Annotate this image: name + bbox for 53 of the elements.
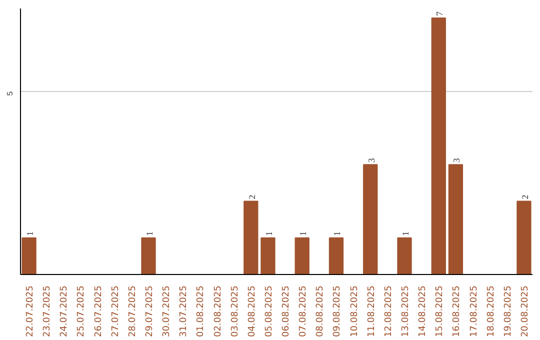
data-label: 7 xyxy=(434,11,445,16)
data-label: 1 xyxy=(332,231,342,236)
x-tick-label: 18.08.2025 xyxy=(486,286,496,338)
data-label: 2 xyxy=(520,194,530,200)
bar xyxy=(516,200,532,274)
bar xyxy=(363,164,378,274)
bar xyxy=(448,164,464,274)
x-tick-label: 11.08.2025 xyxy=(366,286,377,338)
bar xyxy=(397,237,412,274)
x-tick-label: 26.07.2025 xyxy=(94,286,104,338)
x-tick-label: 31.07.2025 xyxy=(179,286,190,338)
data-label: 3 xyxy=(452,158,462,163)
bar xyxy=(244,200,258,274)
x-tick-label: 15.08.2025 xyxy=(435,286,446,338)
x-tick-label: 04.08.2025 xyxy=(247,286,258,338)
x-tick-label: 05.08.2025 xyxy=(264,286,274,338)
x-tick-label: 07.08.2025 xyxy=(298,286,309,338)
x-tick-label: 10.08.2025 xyxy=(350,286,360,338)
bar xyxy=(294,237,310,274)
x-tick-label: 09.08.2025 xyxy=(332,286,343,338)
data-label: 1 xyxy=(144,231,154,236)
x-tick-label: 02.08.2025 xyxy=(213,286,224,338)
x-tick-label: 13.08.2025 xyxy=(401,286,411,338)
x-tick-label: 03.08.2025 xyxy=(230,286,240,338)
bar xyxy=(431,18,446,274)
data-label: 1 xyxy=(400,231,410,236)
x-tick-label: 16.08.2025 xyxy=(452,286,462,338)
x-tick-label: 17.08.2025 xyxy=(469,286,480,338)
data-label: 2 xyxy=(246,194,257,200)
data-label: 1 xyxy=(298,231,308,236)
data-label: 1 xyxy=(25,231,36,236)
x-tick-label: 30.07.2025 xyxy=(162,286,172,338)
bar xyxy=(141,237,156,274)
data-label: 1 xyxy=(264,231,274,236)
x-tick-label: 19.08.2025 xyxy=(503,286,514,338)
x-tick-label: 06.08.2025 xyxy=(282,286,292,338)
x-tick-label: 28.07.2025 xyxy=(128,286,138,338)
bar xyxy=(22,237,36,274)
x-tick-label: 29.07.2025 xyxy=(145,286,155,338)
x-tick-label: 14.08.2025 xyxy=(418,286,428,338)
x-tick-label: 08.08.2025 xyxy=(316,286,326,338)
bar xyxy=(328,237,344,274)
x-tick-label: 27.07.2025 xyxy=(110,286,121,338)
bar xyxy=(260,237,276,274)
x-tick-label: 25.07.2025 xyxy=(76,286,87,338)
x-tick-label: 22.07.2025 xyxy=(26,286,36,338)
x-tick-label: 23.07.2025 xyxy=(42,286,53,338)
data-label: 3 xyxy=(366,158,376,163)
x-tick-label: 24.07.2025 xyxy=(60,286,70,338)
y-tick-label: 5 xyxy=(6,90,14,96)
x-tick-label: 20.08.2025 xyxy=(520,286,530,338)
x-tick-label: 12.08.2025 xyxy=(384,286,394,338)
x-tick-label: 01.08.2025 xyxy=(196,286,206,338)
